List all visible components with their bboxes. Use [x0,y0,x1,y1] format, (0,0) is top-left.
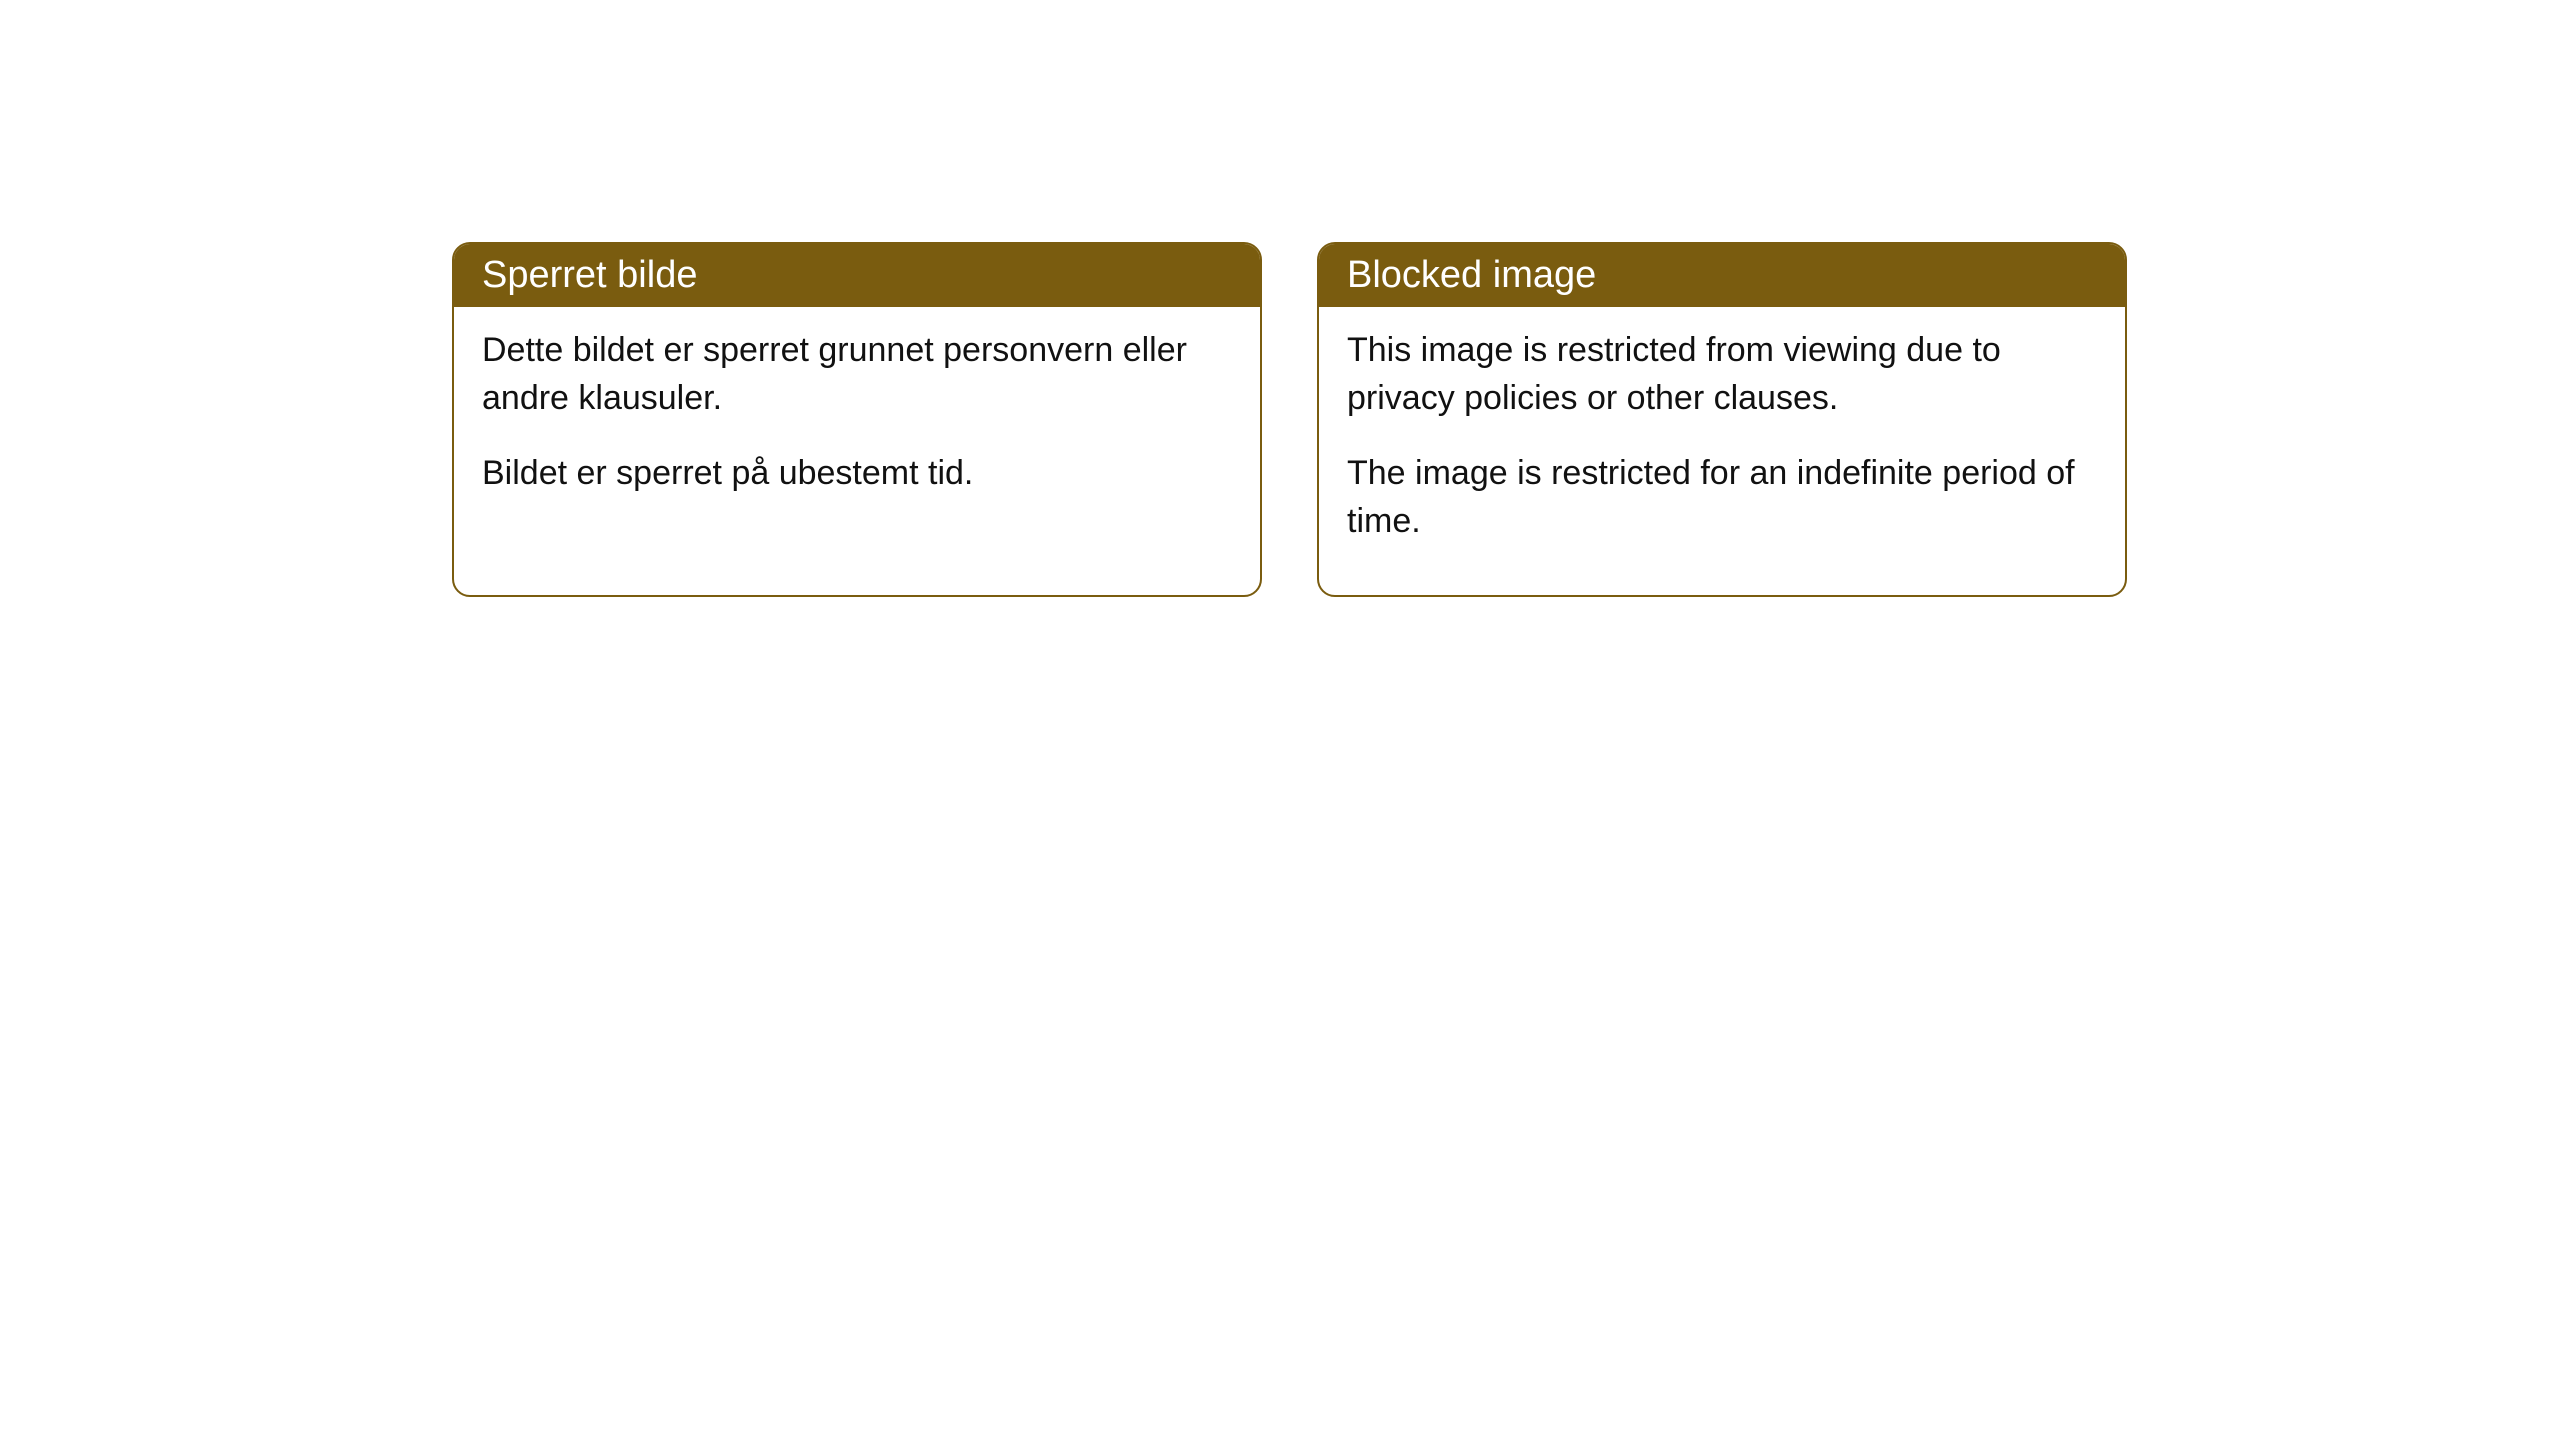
card-header: Sperret bilde [454,244,1260,307]
card-text-2: Bildet er sperret på ubestemt tid. [482,450,1232,498]
card-body: Dette bildet er sperret grunnet personve… [454,307,1260,548]
card-text-2: The image is restricted for an indefinit… [1347,450,2097,545]
blocked-image-card-en: Blocked image This image is restricted f… [1317,242,2127,597]
card-text-1: This image is restricted from viewing du… [1347,327,2097,422]
blocked-image-card-no: Sperret bilde Dette bildet er sperret gr… [452,242,1262,597]
card-header: Blocked image [1319,244,2125,307]
card-text-1: Dette bildet er sperret grunnet personve… [482,327,1232,422]
card-container: Sperret bilde Dette bildet er sperret gr… [452,242,2127,597]
card-body: This image is restricted from viewing du… [1319,307,2125,595]
